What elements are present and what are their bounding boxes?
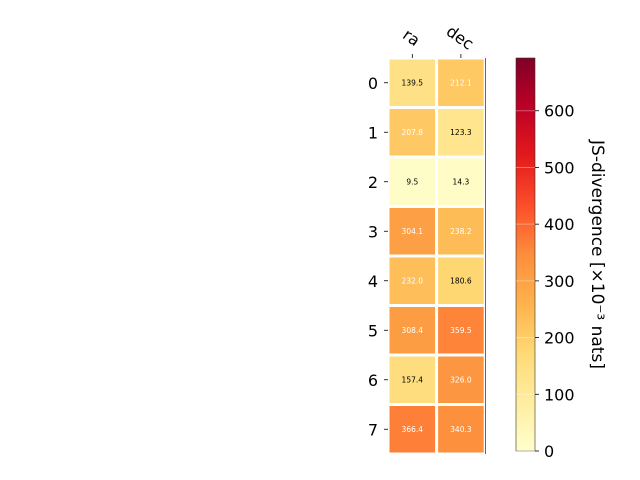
- cell-value-label: 157.4: [402, 375, 424, 384]
- cell-value-label: 123.3: [450, 128, 472, 137]
- heatmap-cell: [389, 307, 436, 354]
- colorbar-tick-label: 0: [544, 442, 554, 461]
- heatmap-cell: [438, 257, 484, 304]
- y-tick-label: 7: [368, 420, 378, 439]
- cell-value-label: 366.4: [402, 425, 424, 434]
- cell-value-label: 139.5: [402, 78, 424, 87]
- cell-value-label: 304.1: [402, 227, 424, 236]
- heatmap-cell: [389, 257, 436, 304]
- y-tick-label: 1: [368, 123, 378, 142]
- cell-value-label: 14.3: [453, 177, 470, 186]
- heatmap-cell: [389, 109, 436, 156]
- colorbar-tick-label: 200: [544, 329, 575, 348]
- y-tick-label: 3: [368, 222, 378, 241]
- cell-value-label: 359.5: [450, 326, 472, 335]
- colorbar-tick-label: 100: [544, 385, 575, 404]
- y-tick-label: 6: [368, 371, 378, 390]
- cell-value-label: 326.0: [450, 375, 472, 384]
- y-tick-label: 0: [368, 74, 378, 93]
- heatmap-cell: [438, 158, 484, 205]
- heatmap-cell: [389, 356, 436, 403]
- heatmap-cell: [438, 356, 484, 403]
- colorbar-tick-label: 500: [544, 158, 575, 177]
- heatmap-cell: [389, 208, 436, 255]
- cell-value-label: 212.1: [450, 78, 472, 87]
- cell-value-label: 232.0: [402, 276, 424, 285]
- heatmap-cells: 139.5 212.1 207.8 123.3 9.5 14.3 304.1 238.2 232…: [389, 59, 484, 453]
- heatmap-cell: [389, 158, 436, 205]
- colorbar-label: JS-divergence [×10⁻³ nats]: [587, 139, 607, 369]
- heatmap-cell: [438, 406, 484, 453]
- cell-value-label: 180.6: [450, 276, 472, 285]
- heatmap-cell: [438, 109, 484, 156]
- colorbar-tick-label: 600: [544, 102, 575, 121]
- x-tick-label: ra: [399, 25, 423, 50]
- cell-value-label: 238.2: [450, 227, 472, 236]
- x-tick-label: dec: [443, 21, 477, 53]
- colorbar-tick-label: 400: [544, 215, 575, 234]
- cell-value-label: 207.8: [402, 128, 424, 137]
- heatmap-cell: [438, 307, 484, 354]
- heatmap-cell: [438, 208, 484, 255]
- heatmap-cell: [389, 406, 436, 453]
- heatmap-cell: [438, 59, 484, 106]
- cell-value-label: 308.4: [402, 326, 424, 335]
- y-tick-label: 4: [368, 272, 378, 291]
- cell-value-label: 9.5: [406, 177, 418, 186]
- y-tick-label: 2: [368, 173, 378, 192]
- colorbar: 0 100 200 300 400 500 600 JS-divergence [×10⁻³ …: [515, 57, 607, 461]
- colorbar-gradient: [515, 57, 536, 452]
- heatmap-cell: [389, 59, 436, 106]
- y-tick-label: 5: [368, 321, 378, 340]
- colorbar-tick-label: 300: [544, 272, 575, 291]
- cell-value-label: 340.3: [450, 425, 472, 434]
